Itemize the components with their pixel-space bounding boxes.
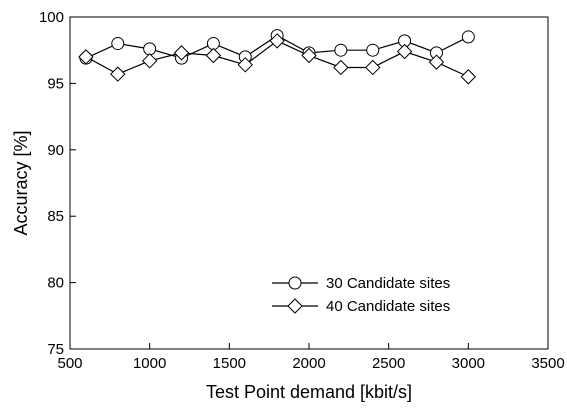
- x-axis-title: Test Point demand [kbit/s]: [206, 382, 412, 402]
- circle-data-point: [334, 43, 348, 57]
- legend-diamond-marker: [287, 298, 303, 314]
- y-tick-label: 80: [47, 275, 64, 292]
- circle-data-point: [461, 30, 475, 44]
- x-tick-label: 3500: [531, 355, 564, 372]
- diamond-data-point: [333, 59, 349, 76]
- legend-label: 30 Candidate sites: [326, 275, 450, 292]
- legend-item-1: 30 Candidate sites: [272, 275, 450, 292]
- y-tick-label: 90: [47, 142, 64, 159]
- diamond-data-point: [237, 57, 253, 73]
- x-tick-label: 2000: [292, 355, 325, 372]
- circle-data-point: [143, 42, 157, 56]
- legend: 30 Candidate sites 40 Candidate sites: [272, 275, 450, 315]
- legend-label: 40 Candidate sites: [326, 298, 450, 315]
- y-tick-label: 95: [47, 75, 64, 92]
- x-tick-label: 2500: [372, 355, 405, 372]
- diamond-data-point: [460, 69, 477, 85]
- circle-data-point: [111, 37, 125, 51]
- x-tick-label: 1500: [213, 355, 246, 372]
- diamond-data-point: [365, 59, 381, 76]
- series-group: [78, 29, 477, 85]
- plot-frame: [69, 16, 549, 350]
- diamond-data-point: [269, 33, 285, 49]
- axis-ticks: 500 1000 1500 2000 2500 3000 3500 75 80 85 90 95 100: [39, 9, 565, 372]
- y-tick-label: 75: [47, 341, 64, 358]
- circle-data-point: [366, 43, 380, 57]
- y-tick-label: 100: [39, 9, 64, 26]
- legend-circle-marker: [288, 276, 302, 290]
- series-2: [78, 33, 477, 85]
- circle-data-point: [206, 37, 220, 51]
- x-tick-label: 1000: [133, 355, 166, 372]
- legend-item-2: 40 Candidate sites: [272, 298, 450, 315]
- diamond-data-point: [173, 45, 190, 61]
- diamond-data-point: [301, 47, 317, 64]
- diamond-data-point: [141, 53, 158, 69]
- diamond-data-point: [78, 49, 94, 65]
- diamond-data-point: [428, 54, 445, 70]
- diamond-data-point: [110, 66, 126, 82]
- diamond-data-point: [205, 47, 222, 64]
- diamond-data-point: [396, 43, 413, 60]
- x-tick-label: 500: [57, 355, 82, 372]
- y-axis-title: Accuracy [%]: [11, 130, 31, 235]
- y-tick-label: 85: [47, 208, 64, 225]
- x-tick-label: 3000: [452, 355, 485, 372]
